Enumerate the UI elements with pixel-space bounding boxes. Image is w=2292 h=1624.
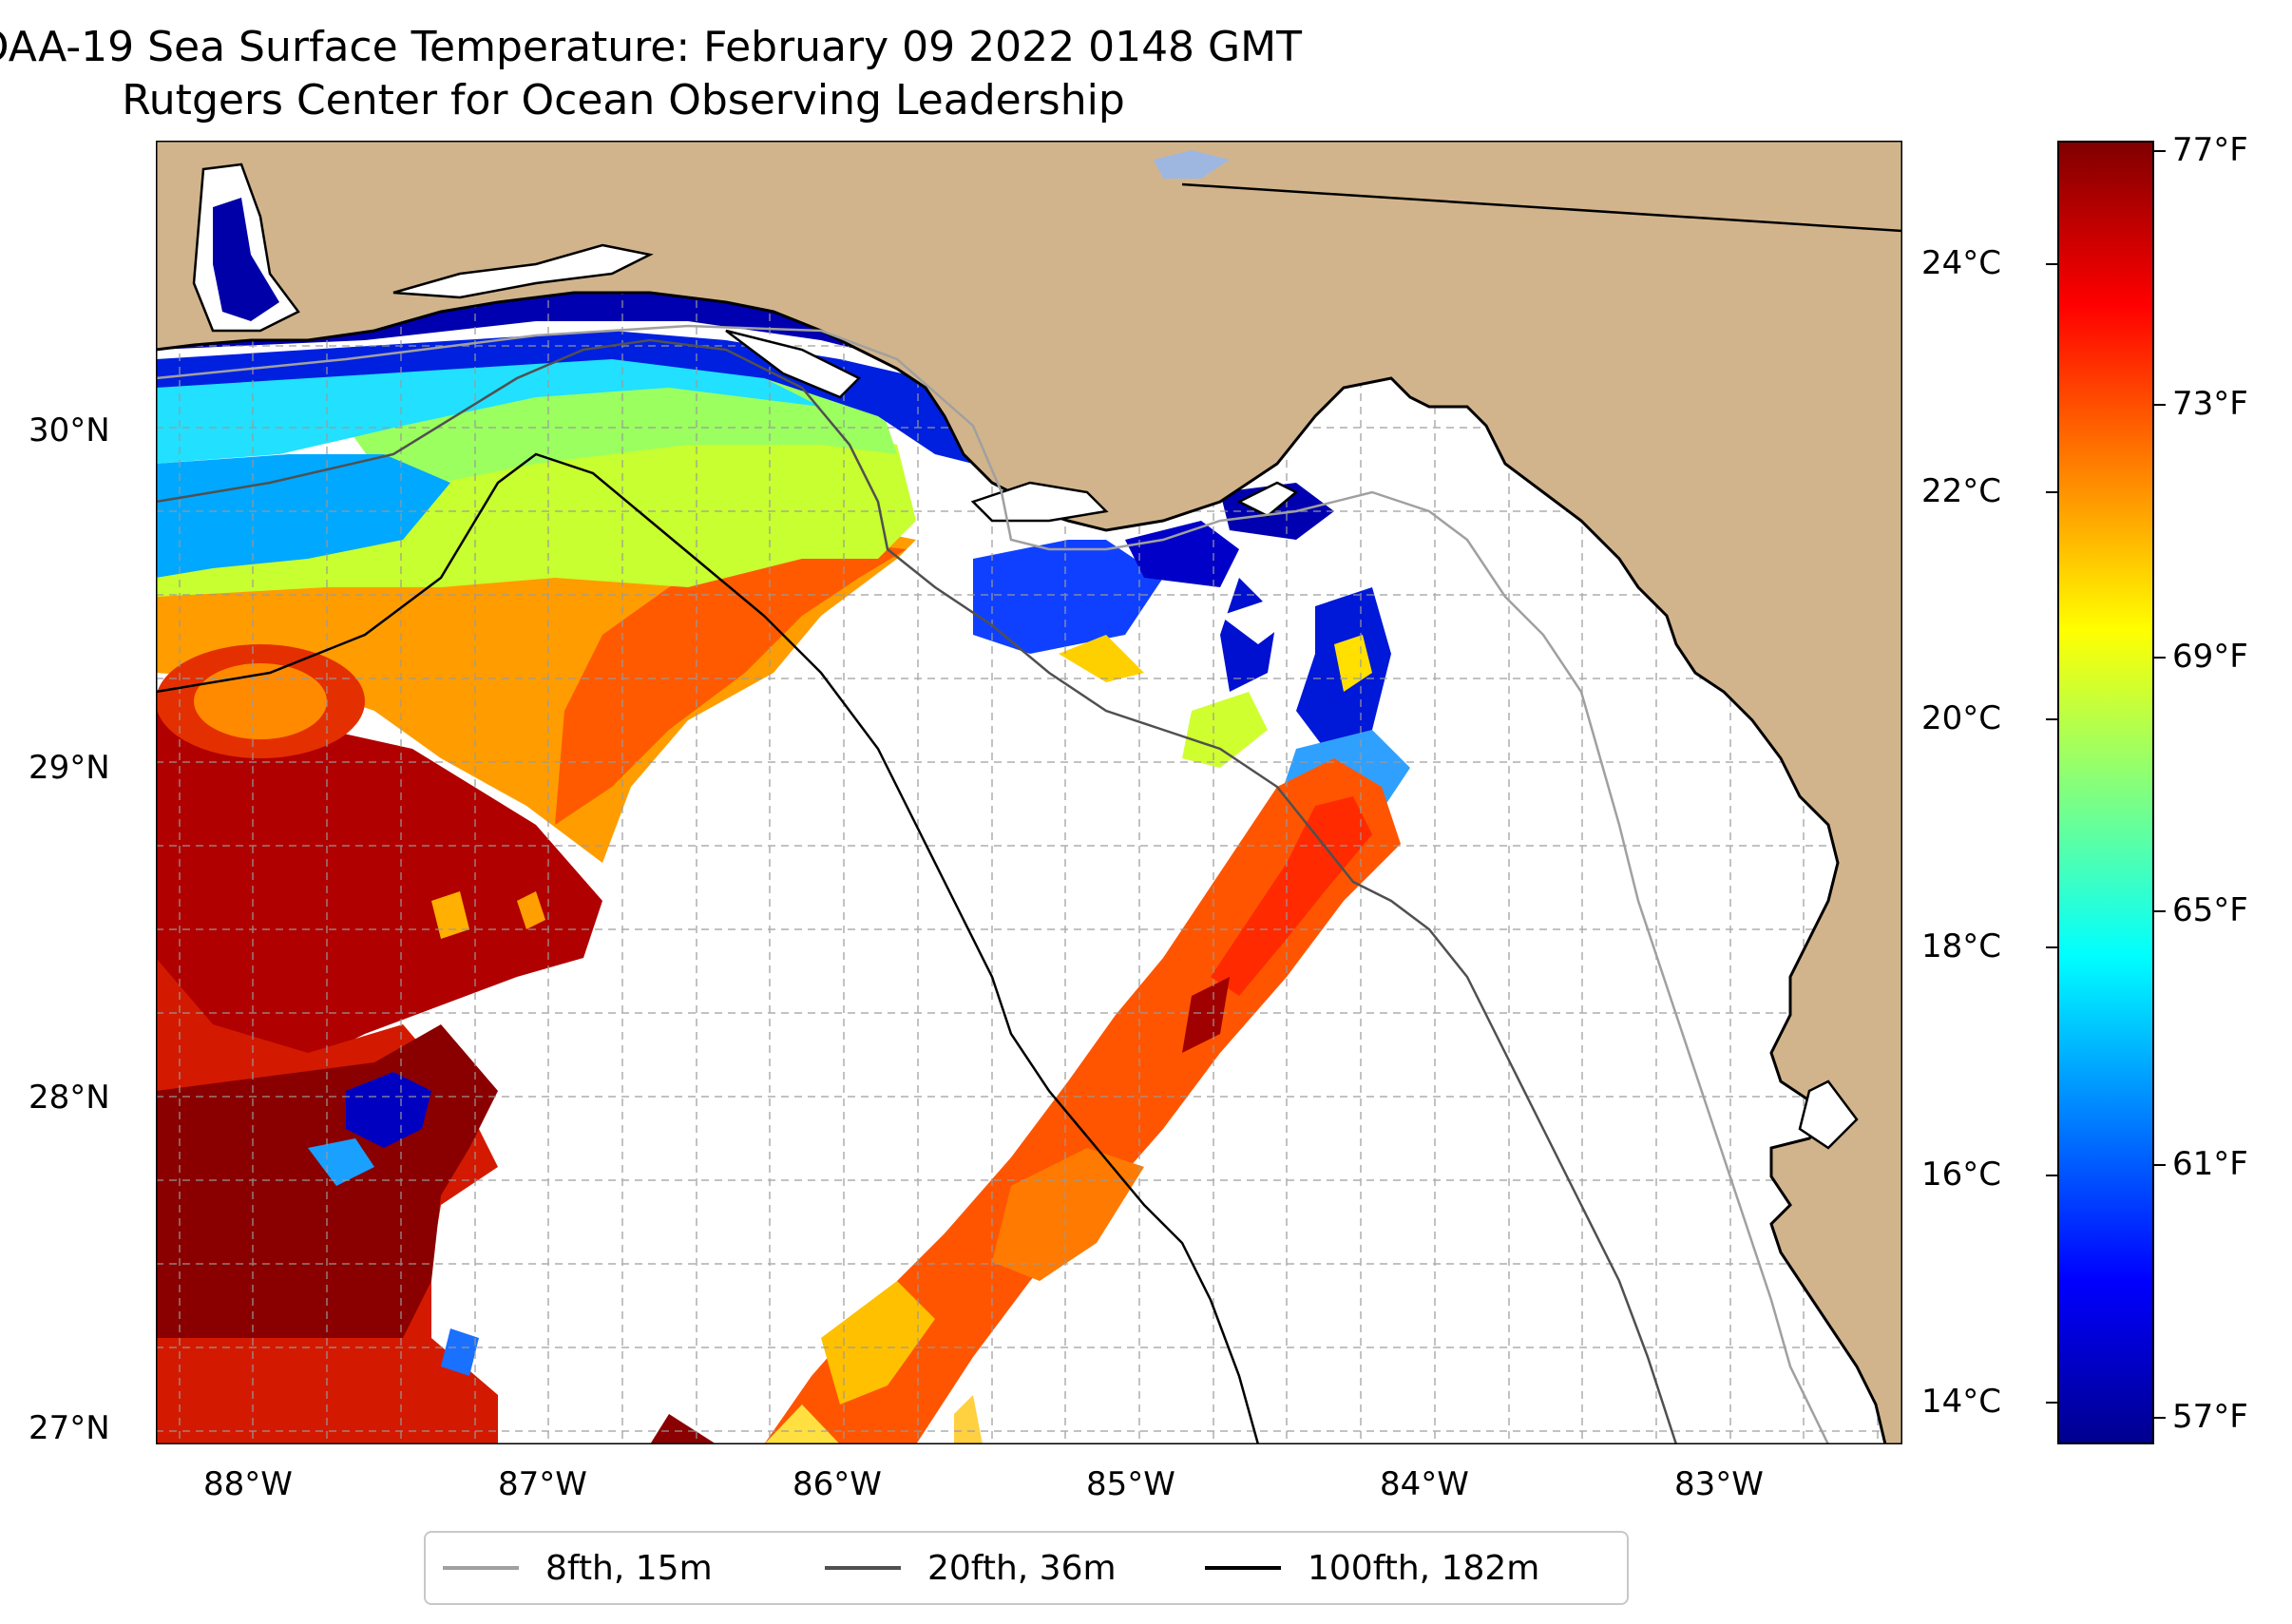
lat-tick-30: 30°N (29, 411, 110, 449)
legend-item-20fth: 20fth, 36m (825, 1533, 1117, 1603)
lon-tick-87: 87°W (498, 1465, 587, 1503)
cb-label-f: 65°F (2172, 891, 2248, 929)
cb-label-f: 77°F (2172, 131, 2248, 169)
lon-tick-88: 88°W (203, 1465, 293, 1503)
isobath-8fth (156, 324, 1830, 1444)
cb-label-c: 22°C (1921, 472, 2002, 510)
cb-label-c: 20°C (1921, 699, 2002, 737)
lon-tick-83: 83°W (1674, 1465, 1764, 1503)
cb-tick-f (2154, 1164, 2166, 1166)
cb-label-c: 14°C (1921, 1383, 2002, 1421)
cb-tick-f (2154, 657, 2166, 659)
cb-label-c: 16°C (1921, 1156, 2002, 1194)
lat-tick-29: 29°N (29, 749, 110, 787)
legend-label: 20fth, 36m (927, 1548, 1117, 1588)
cb-tick-c (2046, 718, 2057, 720)
cb-tick-f (2154, 910, 2166, 912)
lat-tick-28: 28°N (29, 1079, 110, 1117)
legend-label: 100fth, 182m (1308, 1548, 1540, 1588)
legend-label: 8fth, 15m (545, 1548, 713, 1588)
cb-label-f: 61°F (2172, 1145, 2248, 1183)
cb-tick-f (2154, 404, 2166, 406)
isobaths (156, 324, 1830, 1444)
legend-item-100fth: 100fth, 182m (1205, 1533, 1539, 1603)
cb-label-c: 18°C (1921, 927, 2002, 965)
cb-tick-c (2046, 263, 2057, 265)
lon-tick-86: 86°W (793, 1465, 882, 1503)
lon-tick-85: 85°W (1086, 1465, 1175, 1503)
cb-label-f: 73°F (2172, 385, 2248, 423)
legend-item-8fth: 8fth, 15m (443, 1533, 713, 1603)
cb-tick-c (2046, 1402, 2057, 1404)
chart-title: NOAA-19 Sea Surface Temperature: Februar… (0, 23, 1302, 71)
legend: 8fth, 15m 20fth, 36m 100fth, 182m (424, 1531, 1629, 1605)
cb-tick-c (2046, 946, 2057, 948)
lon-tick-84: 84°W (1380, 1465, 1469, 1503)
legend-swatch (825, 1566, 901, 1570)
cb-label-c: 24°C (1921, 244, 2002, 282)
isobath-100fth (156, 452, 1260, 1444)
cb-tick-c (2046, 491, 2057, 493)
cb-label-f: 69°F (2172, 638, 2248, 676)
state-boundary (1181, 182, 1902, 233)
isobath-20fth (156, 338, 1678, 1444)
colorbar (2057, 141, 2154, 1444)
cb-tick-c (2046, 1175, 2057, 1176)
sst-map (156, 141, 1902, 1444)
lat-tick-27: 27°N (29, 1409, 110, 1447)
land (156, 141, 1902, 1444)
cb-label-f: 57°F (2172, 1398, 2248, 1436)
chart-subtitle: Rutgers Center for Ocean Observing Leade… (122, 76, 1125, 124)
cb-tick-f (2154, 1417, 2166, 1419)
lake (1154, 150, 1230, 179)
legend-swatch (1205, 1566, 1281, 1570)
legend-swatch (443, 1566, 519, 1570)
cb-tick-f (2154, 150, 2166, 152)
